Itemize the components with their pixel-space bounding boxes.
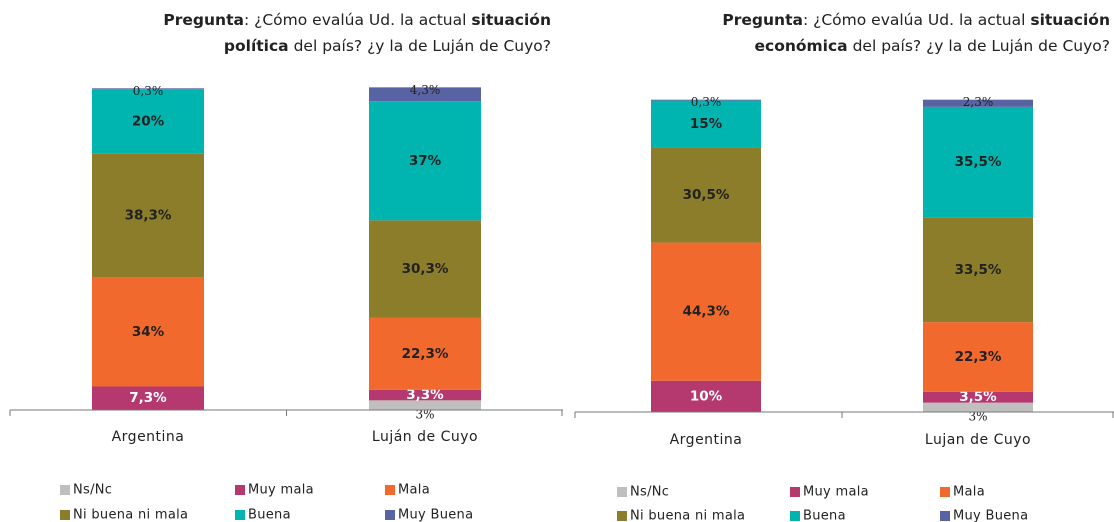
legend-swatch <box>60 485 70 495</box>
value-label: 38,3% <box>125 207 172 223</box>
bar-segment <box>923 217 1033 323</box>
bar-segment <box>369 389 481 401</box>
legend-label: Ni buena ni mala <box>73 508 188 522</box>
value-label: 20% <box>132 113 165 129</box>
value-label: 30,5% <box>683 187 730 203</box>
bar-segment <box>92 88 204 90</box>
legend-label: Muy Buena <box>953 509 1028 522</box>
legend-label: Buena <box>803 509 846 522</box>
legend-label: Muy mala <box>248 483 314 498</box>
value-label: 3,3% <box>406 387 444 403</box>
legend-label: Mala <box>398 483 430 498</box>
value-label: 44,3% <box>683 304 730 320</box>
legend-label: Ns/Nc <box>630 485 669 500</box>
bar-segment <box>651 380 761 412</box>
title-run: situación <box>1030 11 1110 29</box>
title-run: : ¿Cómo evalúa Ud. la actual <box>244 11 471 29</box>
bar-segment <box>651 147 761 243</box>
bar-segment <box>923 99 1033 107</box>
bar-segment <box>651 99 761 101</box>
x-tick-label: Argentina <box>112 429 185 445</box>
bar-segment <box>923 106 1033 218</box>
legend-swatch <box>940 511 950 521</box>
legend-swatch <box>60 510 70 520</box>
x-tick-label: Lujan de Cuyo <box>925 432 1031 448</box>
title-run: económica <box>755 37 848 55</box>
value-label: 10% <box>690 388 723 404</box>
value-label: 30,3% <box>402 261 449 277</box>
title-run: situación <box>471 11 551 29</box>
value-label: 3% <box>968 410 987 424</box>
legend-swatch <box>617 511 627 521</box>
legend-label: Ni buena ni mala <box>630 509 745 522</box>
value-label: 0,3% <box>133 84 164 98</box>
title-run: política <box>224 37 289 55</box>
value-label: 22,3% <box>402 346 449 362</box>
x-tick-label: Argentina <box>670 432 743 448</box>
title-run: Pregunta <box>722 11 803 29</box>
value-label: 0,3% <box>691 95 722 109</box>
legend-label: Buena <box>248 508 291 522</box>
bar-segment <box>369 87 481 102</box>
value-label: 3% <box>415 408 434 422</box>
legend-label: Ns/Nc <box>73 483 112 498</box>
chart-title: Pregunta: ¿Cómo evalúa Ud. la actual sit… <box>163 11 551 29</box>
bar-segment <box>92 277 204 387</box>
legend-swatch <box>790 511 800 521</box>
legend-swatch <box>235 485 245 495</box>
value-label: 37% <box>409 153 442 169</box>
bar-segment <box>92 89 204 154</box>
bar-segment <box>923 402 1033 412</box>
bar-segment <box>369 101 481 221</box>
chart-title: económica del país? ¿y la de Luján de Cu… <box>755 37 1111 55</box>
bar-segment <box>369 220 481 318</box>
bar-segment <box>651 100 761 148</box>
value-label: 4,3% <box>410 83 441 97</box>
bar-segment <box>923 322 1033 392</box>
bar-segment <box>369 400 481 410</box>
value-label: 15% <box>690 116 723 132</box>
legend-label: Mala <box>953 485 985 500</box>
title-run: Pregunta <box>163 11 244 29</box>
legend-swatch <box>385 485 395 495</box>
value-label: 7,3% <box>129 390 167 406</box>
value-label: 35,5% <box>955 154 1002 170</box>
bar-segment <box>651 242 761 381</box>
bar-segment <box>92 386 204 410</box>
title-run: : ¿Cómo evalúa Ud. la actual <box>803 11 1030 29</box>
legend-swatch <box>617 487 627 497</box>
bar-segment <box>369 317 481 390</box>
legend-swatch <box>790 487 800 497</box>
chart-title: política del país? ¿y la de Luján de Cuy… <box>224 37 551 55</box>
value-label: 3,5% <box>959 389 997 405</box>
value-label: 2,3% <box>963 95 994 109</box>
title-run: del país? ¿y la de Luján de Cuyo? <box>289 37 551 55</box>
legend-label: Muy Buena <box>398 508 473 522</box>
title-run: del país? ¿y la de Luján de Cuyo? <box>848 37 1110 55</box>
value-label: 33,5% <box>955 262 1002 278</box>
value-label: 22,3% <box>955 349 1002 365</box>
chart-title: Pregunta: ¿Cómo evalúa Ud. la actual sit… <box>722 11 1110 29</box>
bar-segment <box>923 391 1033 403</box>
legend-swatch <box>940 487 950 497</box>
legend-swatch <box>235 510 245 520</box>
x-tick-label: Luján de Cuyo <box>372 429 478 445</box>
bar-segment <box>92 153 204 278</box>
legend-label: Muy mala <box>803 485 869 500</box>
legend-swatch <box>385 510 395 520</box>
value-label: 34% <box>132 324 165 340</box>
